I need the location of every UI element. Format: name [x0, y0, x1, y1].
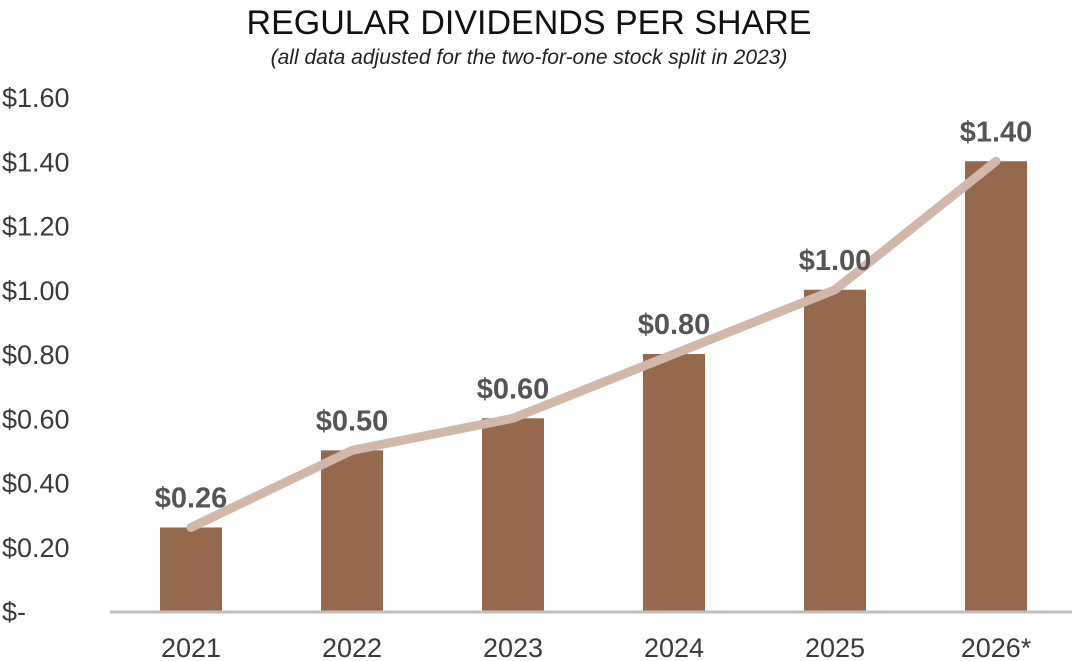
- data-label: $0.60: [477, 373, 550, 405]
- bars: [160, 161, 1027, 611]
- data-label: $0.80: [638, 309, 711, 341]
- trend-line: [186, 156, 1001, 532]
- bar-2026: [965, 161, 1027, 611]
- y-tick-label: $1.00: [2, 276, 70, 306]
- bar-2022: [321, 450, 383, 611]
- y-tick-label: $1.60: [2, 83, 70, 113]
- bar-2021: [160, 527, 222, 611]
- x-tick-label: 2022: [322, 633, 382, 661]
- chart-subtitle: (all data adjusted for the two-for-one s…: [271, 46, 788, 69]
- data-label: $1.00: [799, 245, 872, 277]
- data-label: $0.26: [155, 482, 228, 514]
- bar-2024: [643, 354, 705, 611]
- y-tick-label: $0.40: [2, 469, 70, 499]
- chart-title: REGULAR DIVIDENDS PER SHARE: [247, 4, 812, 42]
- y-axis: $- $0.20 $0.40 $0.60 $0.80 $1.00 $1.20 $1.40 $1.…: [2, 83, 70, 627]
- y-tick-label: $1.40: [2, 147, 70, 177]
- x-tick-label: 2021: [161, 633, 221, 661]
- x-tick-label: 2026*: [961, 633, 1032, 661]
- y-tick-label: $1.20: [2, 212, 70, 242]
- y-tick-label: $-: [2, 597, 26, 627]
- y-tick-label: $0.20: [2, 533, 70, 563]
- bar-2023: [482, 418, 544, 611]
- data-labels: $0.26 $0.50 $0.60 $0.80 $1.00 $1.40: [155, 116, 1033, 514]
- trend-line-group: [186, 156, 1001, 532]
- bar-2025: [804, 289, 866, 611]
- y-tick-label: $0.80: [2, 340, 70, 370]
- y-tick-label: $0.60: [2, 404, 70, 434]
- x-tick-label: 2025: [805, 633, 865, 661]
- data-label: $1.40: [960, 116, 1033, 148]
- data-label: $0.50: [316, 405, 389, 437]
- x-tick-label: 2023: [483, 633, 543, 661]
- x-axis: 2021 2022 2023 2024 2025 2026*: [161, 633, 1032, 661]
- x-tick-label: 2024: [644, 633, 704, 661]
